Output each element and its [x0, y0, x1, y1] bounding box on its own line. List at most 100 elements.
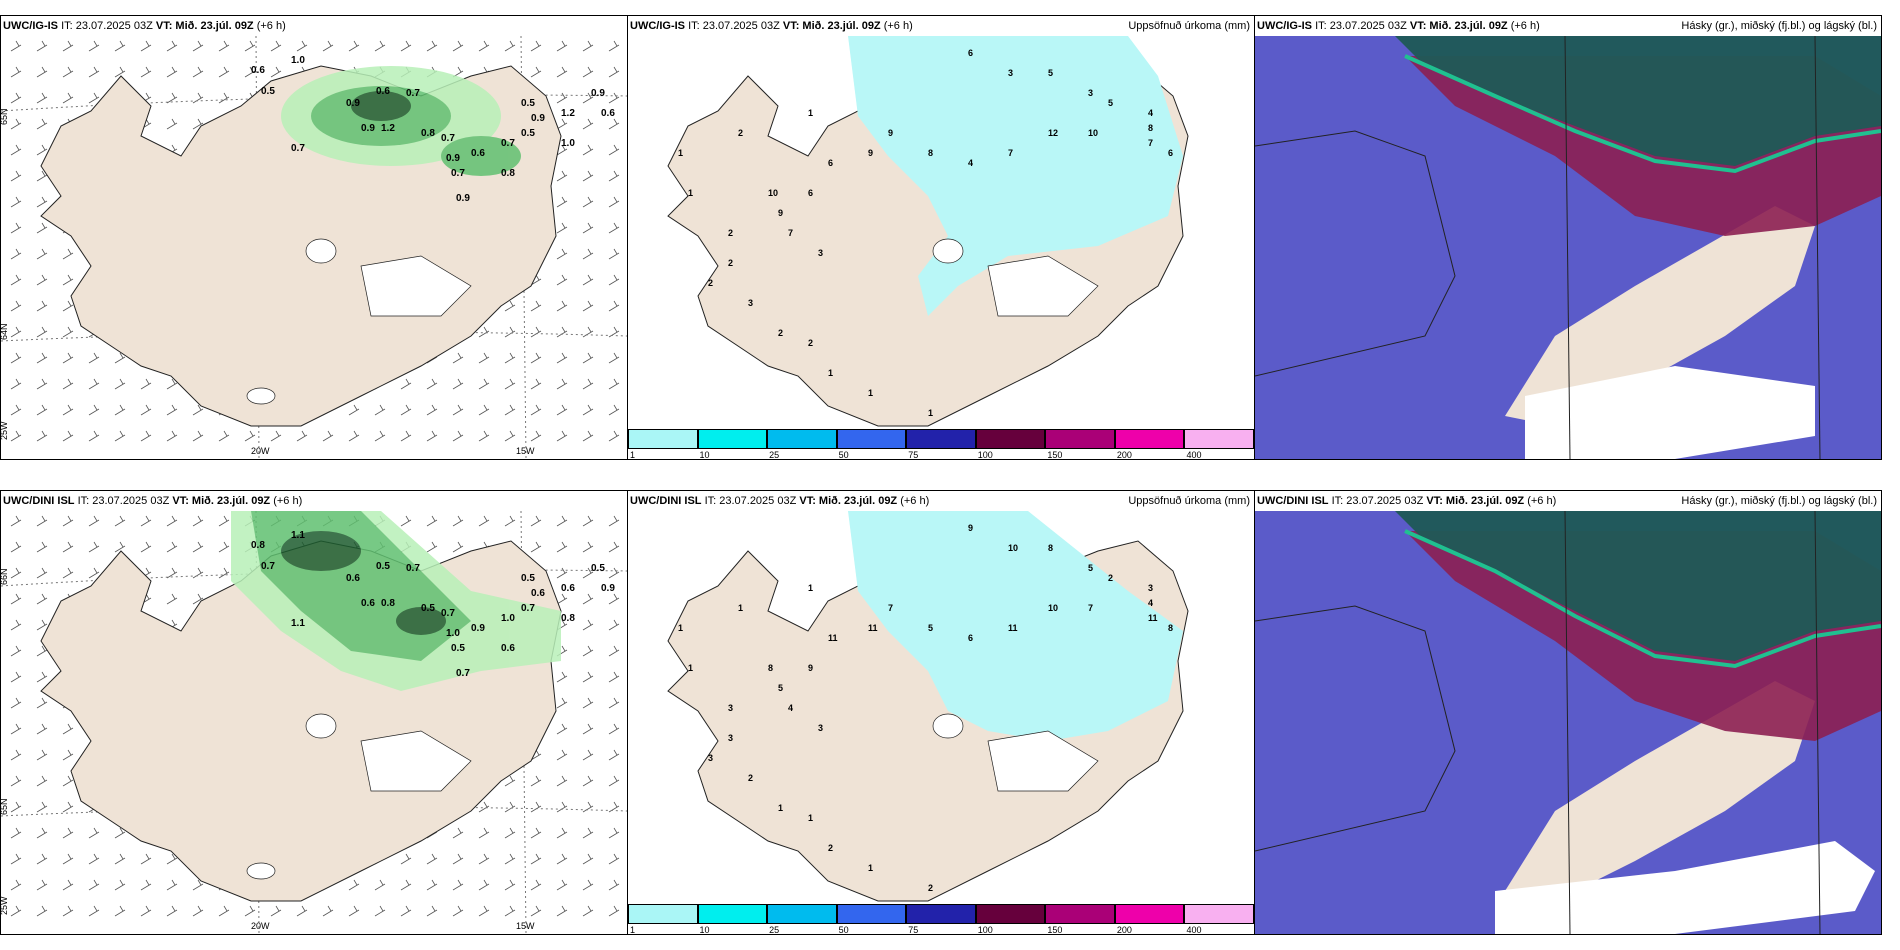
map-value-label: 0.5	[261, 86, 275, 97]
wind-barb	[114, 853, 126, 865]
wind-barb	[582, 430, 594, 442]
map-value-label: 8	[1168, 623, 1173, 633]
wind-barb	[10, 170, 22, 182]
wind-barb	[582, 749, 594, 761]
map-accum-precip: 910 8523411871011657111198543332112123111…	[667, 511, 1189, 902]
map-value-label: 1.0	[446, 628, 460, 639]
wind-barb	[36, 40, 48, 52]
wind-barb	[582, 515, 594, 527]
map-value-label: 12	[1048, 128, 1058, 138]
wind-barb	[530, 300, 542, 312]
precip-area	[441, 136, 521, 176]
wind-barb	[556, 515, 568, 527]
wind-barb	[556, 170, 568, 182]
accum-precip-area	[848, 36, 1183, 316]
map-value-label: 3	[1008, 68, 1013, 78]
map-value-label: 11	[828, 633, 838, 643]
wind-barb	[114, 378, 126, 390]
wind-barb	[10, 619, 22, 631]
map-value-label: 11	[1008, 623, 1018, 633]
wind-barb	[556, 671, 568, 683]
colorbar-swatch	[906, 429, 976, 449]
map-clouds	[1255, 511, 1881, 934]
map-value-label: 1	[808, 813, 813, 823]
wind-barb	[10, 326, 22, 338]
wind-barb	[218, 66, 230, 78]
map-value-label: 0.8	[561, 613, 575, 624]
wind-barb	[478, 801, 490, 813]
wind-barb	[114, 515, 126, 527]
map-value-label: 9	[808, 663, 813, 673]
wind-barb	[608, 66, 620, 78]
wind-barb	[582, 801, 594, 813]
wind-barb	[270, 40, 282, 52]
colorbar-label: 50	[838, 925, 849, 935]
colorbar: 1 10 25 50 75 100 150 200 400	[628, 904, 1254, 934]
wind-barb	[582, 92, 594, 104]
map-value-label: 1	[808, 108, 813, 118]
wind-barb	[504, 905, 516, 917]
wind-barb	[88, 404, 100, 416]
wind-barb	[140, 378, 152, 390]
wind-barb	[140, 515, 152, 527]
map-value-label: 0.5	[521, 573, 535, 584]
wind-barb	[556, 775, 568, 787]
wind-barb	[192, 92, 204, 104]
colorbar-swatch	[1114, 904, 1185, 924]
wind-barb	[504, 430, 516, 442]
wind-barb	[608, 905, 620, 917]
wind-barb	[608, 749, 620, 761]
wind-barb	[10, 697, 22, 709]
wind-barb	[62, 404, 74, 416]
wind-barb	[10, 352, 22, 364]
map-value-label: 8	[1048, 543, 1053, 553]
wind-barb	[36, 144, 48, 156]
wind-barb	[322, 430, 334, 442]
wind-barb	[556, 66, 568, 78]
colorbar-label: 1	[630, 450, 636, 460]
glacier-white	[932, 238, 1099, 317]
wind-barb	[36, 300, 48, 312]
wind-barb	[348, 905, 360, 917]
wind-barb	[582, 378, 594, 390]
map-value-label: 8	[768, 663, 773, 673]
wind-barb	[556, 801, 568, 813]
map-value-label: 0.8	[381, 598, 395, 609]
map-value-label: 2	[828, 843, 833, 853]
iceland-land-visible	[1505, 681, 1815, 901]
wind-barb	[530, 404, 542, 416]
wind-barb	[10, 853, 22, 865]
map-value-label: 2	[728, 258, 733, 268]
wind-barb	[348, 430, 360, 442]
map-value-label: 0.6	[531, 588, 545, 599]
map-value-label: 1	[868, 863, 873, 873]
wind-barb	[62, 378, 74, 390]
wind-barb	[62, 274, 74, 286]
map-value-label: 1	[678, 148, 683, 158]
wind-barb	[504, 378, 516, 390]
colorbar-swatch	[697, 904, 768, 924]
map-value-label: 3	[1088, 88, 1093, 98]
wind-barb	[348, 404, 360, 416]
wind-barb	[608, 352, 620, 364]
wind-barb	[582, 274, 594, 286]
wind-barb	[530, 541, 542, 553]
wind-barb	[192, 40, 204, 52]
colorbar-swatch	[906, 904, 976, 924]
map-value-label: 10	[1088, 128, 1098, 138]
wind-barb	[244, 430, 256, 442]
map-value-label: 0.5	[521, 98, 535, 109]
wind-barb	[62, 352, 74, 364]
map-value-label: 0.7	[441, 608, 455, 619]
map-value-label: 4	[1148, 598, 1153, 608]
wind-barb	[608, 697, 620, 709]
colorbar-label: 50	[838, 450, 849, 460]
map-value-label: 6	[968, 633, 973, 643]
wind-barb	[166, 66, 178, 78]
wind-barb	[140, 879, 152, 891]
wind-barb	[10, 801, 22, 813]
wind-barb	[426, 378, 438, 390]
wind-barb	[322, 905, 334, 917]
wind-barb	[608, 515, 620, 527]
wind-barb	[296, 430, 308, 442]
